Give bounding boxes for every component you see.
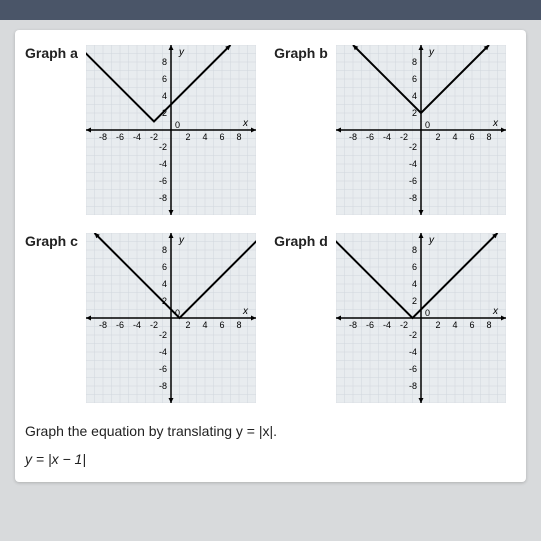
svg-text:4: 4 (202, 132, 207, 142)
svg-text:8: 8 (162, 57, 167, 67)
svg-text:8: 8 (486, 132, 491, 142)
svg-text:-4: -4 (159, 159, 167, 169)
top-bar (0, 0, 541, 20)
svg-text:4: 4 (412, 91, 417, 101)
graphs-grid: Graph a -8 -6 -4 -2 2 4 6 8 0 8 6 4 2 -2 -4 -6 -8 y x Grap… (25, 45, 516, 403)
svg-text:-6: -6 (159, 364, 167, 374)
svg-text:2: 2 (185, 320, 190, 330)
svg-text:-2: -2 (400, 320, 408, 330)
svg-text:8: 8 (236, 320, 241, 330)
svg-text:4: 4 (162, 91, 167, 101)
svg-text:x: x (242, 306, 249, 317)
svg-text:-4: -4 (133, 320, 141, 330)
svg-text:6: 6 (162, 262, 167, 272)
svg-text:-8: -8 (409, 193, 417, 203)
question-line-2: y = |x − 1| (25, 451, 516, 467)
svg-text:-4: -4 (159, 347, 167, 357)
svg-text:6: 6 (412, 74, 417, 84)
svg-text:y: y (178, 235, 185, 246)
question-text: Graph the equation by translating y = |x… (25, 423, 516, 467)
svg-text:-4: -4 (409, 159, 417, 169)
svg-text:-6: -6 (366, 132, 374, 142)
svg-text:0: 0 (175, 120, 180, 130)
svg-text:6: 6 (162, 74, 167, 84)
svg-text:-6: -6 (366, 320, 374, 330)
svg-text:-2: -2 (400, 132, 408, 142)
svg-text:6: 6 (469, 132, 474, 142)
svg-text:-2: -2 (150, 132, 158, 142)
svg-text:4: 4 (452, 132, 457, 142)
svg-text:-2: -2 (409, 142, 417, 152)
graph-b-label: Graph b (274, 45, 328, 61)
svg-text:-8: -8 (159, 193, 167, 203)
svg-text:y: y (178, 47, 185, 58)
svg-text:-2: -2 (159, 142, 167, 152)
graph-d: -8 -6 -4 -2 2 4 6 8 0 8 6 4 2 -2 -4 -6 -8 y x (336, 233, 506, 403)
svg-text:-4: -4 (133, 132, 141, 142)
svg-text:-4: -4 (383, 320, 391, 330)
svg-text:4: 4 (452, 320, 457, 330)
svg-text:2: 2 (435, 320, 440, 330)
graph-c: -8-6-4-2246808642-2-4-6-8yx (86, 233, 256, 403)
svg-text:-8: -8 (99, 132, 107, 142)
svg-text:-2: -2 (409, 330, 417, 340)
svg-text:0: 0 (425, 120, 430, 130)
svg-text:-2: -2 (159, 330, 167, 340)
svg-text:-8: -8 (159, 381, 167, 391)
svg-text:y: y (428, 235, 435, 246)
svg-text:-2: -2 (150, 320, 158, 330)
svg-text:8: 8 (412, 245, 417, 255)
svg-text:2: 2 (185, 132, 190, 142)
svg-text:-8: -8 (409, 381, 417, 391)
graph-d-label: Graph d (274, 233, 328, 249)
svg-text:-4: -4 (383, 132, 391, 142)
svg-text:4: 4 (202, 320, 207, 330)
svg-text:-8: -8 (349, 320, 357, 330)
svg-text:6: 6 (219, 132, 224, 142)
svg-text:0: 0 (425, 308, 430, 318)
svg-text:-6: -6 (409, 176, 417, 186)
svg-text:-6: -6 (116, 320, 124, 330)
svg-text:x: x (492, 306, 499, 317)
svg-text:-6: -6 (409, 364, 417, 374)
svg-text:8: 8 (236, 132, 241, 142)
svg-text:x: x (242, 118, 249, 129)
svg-text:-8: -8 (349, 132, 357, 142)
svg-text:4: 4 (162, 279, 167, 289)
svg-text:-6: -6 (159, 176, 167, 186)
svg-text:2: 2 (435, 132, 440, 142)
svg-text:4: 4 (412, 279, 417, 289)
graph-a-label: Graph a (25, 45, 78, 61)
question-line-1: Graph the equation by translating y = |x… (25, 423, 516, 439)
svg-text:2: 2 (412, 296, 417, 306)
svg-text:-8: -8 (99, 320, 107, 330)
svg-text:8: 8 (412, 57, 417, 67)
svg-text:-6: -6 (116, 132, 124, 142)
svg-text:6: 6 (469, 320, 474, 330)
graph-a: -8-6-4-2246808642-2-4-6-8yx (86, 45, 256, 215)
svg-text:x: x (492, 118, 499, 129)
svg-text:y: y (428, 47, 435, 58)
graph-b: -8-6-4-2246808642-2-4-6-8yx (336, 45, 506, 215)
svg-text:6: 6 (219, 320, 224, 330)
svg-text:-4: -4 (409, 347, 417, 357)
svg-text:8: 8 (486, 320, 491, 330)
graph-c-label: Graph c (25, 233, 78, 249)
question-card: Graph a -8 -6 -4 -2 2 4 6 8 0 8 6 4 2 -2 -4 -6 -8 y x Grap… (15, 30, 526, 482)
svg-text:8: 8 (162, 245, 167, 255)
svg-text:6: 6 (412, 262, 417, 272)
